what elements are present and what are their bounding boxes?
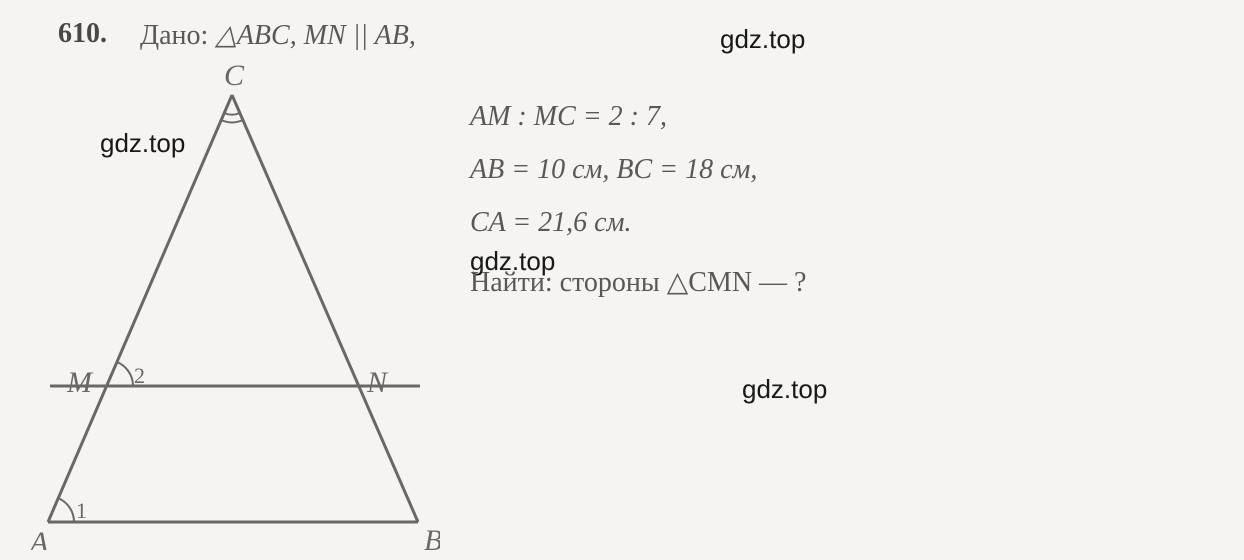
svg-text:M: M (66, 366, 94, 399)
problem-number: 610. (58, 18, 107, 50)
triangle-svg: A B C M N 1 2 (20, 60, 440, 550)
svg-text:B: B (424, 524, 440, 550)
ratio-line: AM : MC = 2 : 7, (470, 90, 806, 143)
svg-text:A: A (28, 526, 49, 550)
given-prefix: Дано: (140, 20, 208, 51)
find-line: Найти: стороны △CMN — ? (470, 256, 806, 309)
svg-text:1: 1 (76, 498, 87, 523)
svg-text:N: N (366, 366, 389, 399)
data-block: AM : MC = 2 : 7, AB = 10 см, BC = 18 см,… (470, 90, 806, 309)
ca-line: CA = 21,6 см. (470, 196, 806, 249)
svg-text:C: C (224, 60, 245, 92)
triangle-diagram: A B C M N 1 2 (20, 60, 440, 550)
given-triangle: △ABC, (215, 20, 296, 51)
given-line: Дано: △ABC, MN || AB, (140, 18, 416, 52)
given-parallel: MN || AB, (304, 20, 416, 51)
svg-text:2: 2 (134, 363, 145, 388)
ab-bc-line: AB = 10 см, BC = 18 см, (470, 143, 806, 196)
watermark: gdz.top (720, 24, 805, 55)
watermark: gdz.top (742, 374, 827, 405)
